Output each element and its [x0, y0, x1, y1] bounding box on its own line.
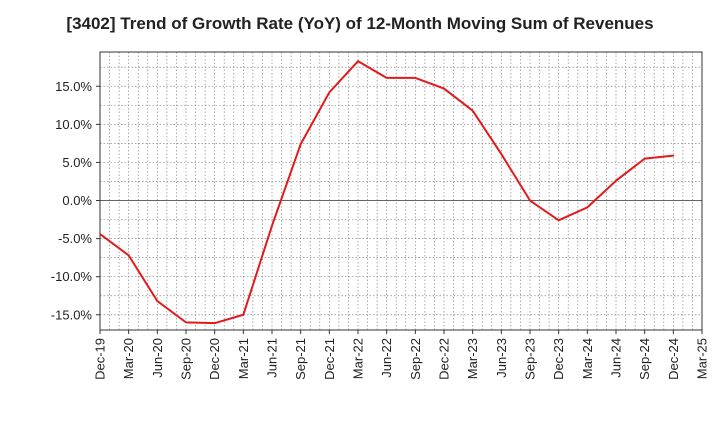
x-tick-label: Sep-21: [293, 338, 308, 380]
y-tick-label: -5.0%: [58, 231, 92, 246]
data-point: [299, 143, 302, 145]
x-tick-label: Mar-22: [351, 338, 366, 379]
data-point: [443, 87, 445, 90]
x-tick-label: Dec-23: [551, 338, 566, 380]
x-tick-label: Sep-23: [523, 338, 538, 380]
data-point: [99, 233, 101, 235]
x-tick-label: Jun-21: [265, 338, 280, 378]
y-tick-label: -15.0%: [51, 307, 93, 322]
data-point: [271, 224, 273, 227]
data-point: [156, 300, 159, 302]
x-tick-label: Dec-21: [322, 338, 337, 380]
data-point: [643, 157, 646, 160]
x-tick-label: Sep-24: [637, 338, 652, 380]
y-tick-label: 0.0%: [62, 193, 92, 208]
data-point: [557, 219, 560, 222]
x-tick-label: Jun-24: [609, 338, 624, 378]
plot-border: [99, 51, 703, 331]
x-tick-label: Dec-20: [207, 338, 222, 380]
plot-area: [100, 52, 702, 330]
data-point: [471, 109, 474, 112]
x-tick-label: Jun-20: [150, 338, 165, 378]
x-tick-label: Jun-23: [494, 338, 509, 378]
data-point: [213, 322, 216, 324]
x-tick-label: Mar-24: [580, 338, 595, 379]
data-point: [385, 77, 388, 79]
x-tick-label: Mar-25: [695, 338, 710, 379]
y-tick-label: 5.0%: [62, 155, 92, 170]
y-tick-label: 10.0%: [55, 117, 92, 132]
x-tick-label: Dec-22: [437, 338, 452, 380]
data-point: [328, 91, 331, 94]
data-point: [185, 321, 187, 324]
x-tick-label: Mar-23: [465, 338, 480, 379]
data-point: [586, 206, 589, 209]
data-point: [529, 199, 531, 202]
x-tick-label: Dec-19: [93, 338, 108, 380]
data-point: [615, 179, 617, 182]
data-point: [357, 60, 359, 62]
data-point: [500, 153, 503, 155]
x-tick-label: Sep-22: [408, 338, 423, 380]
y-tick-label: 15.0%: [55, 79, 92, 94]
x-tick-label: Sep-20: [179, 338, 194, 380]
x-tick-label: Mar-20: [121, 338, 136, 379]
data-point: [414, 77, 417, 79]
y-tick-label: -10.0%: [51, 269, 93, 284]
x-tick-label: Jun-22: [379, 338, 394, 378]
data-point: [127, 254, 130, 257]
x-tick-label: Dec-24: [666, 338, 681, 380]
data-point: [672, 154, 675, 157]
x-tick-label: Mar-21: [236, 338, 251, 379]
chart-title: [3402] Trend of Growth Rate (YoY) of 12-…: [66, 14, 654, 33]
data-point: [242, 313, 245, 316]
